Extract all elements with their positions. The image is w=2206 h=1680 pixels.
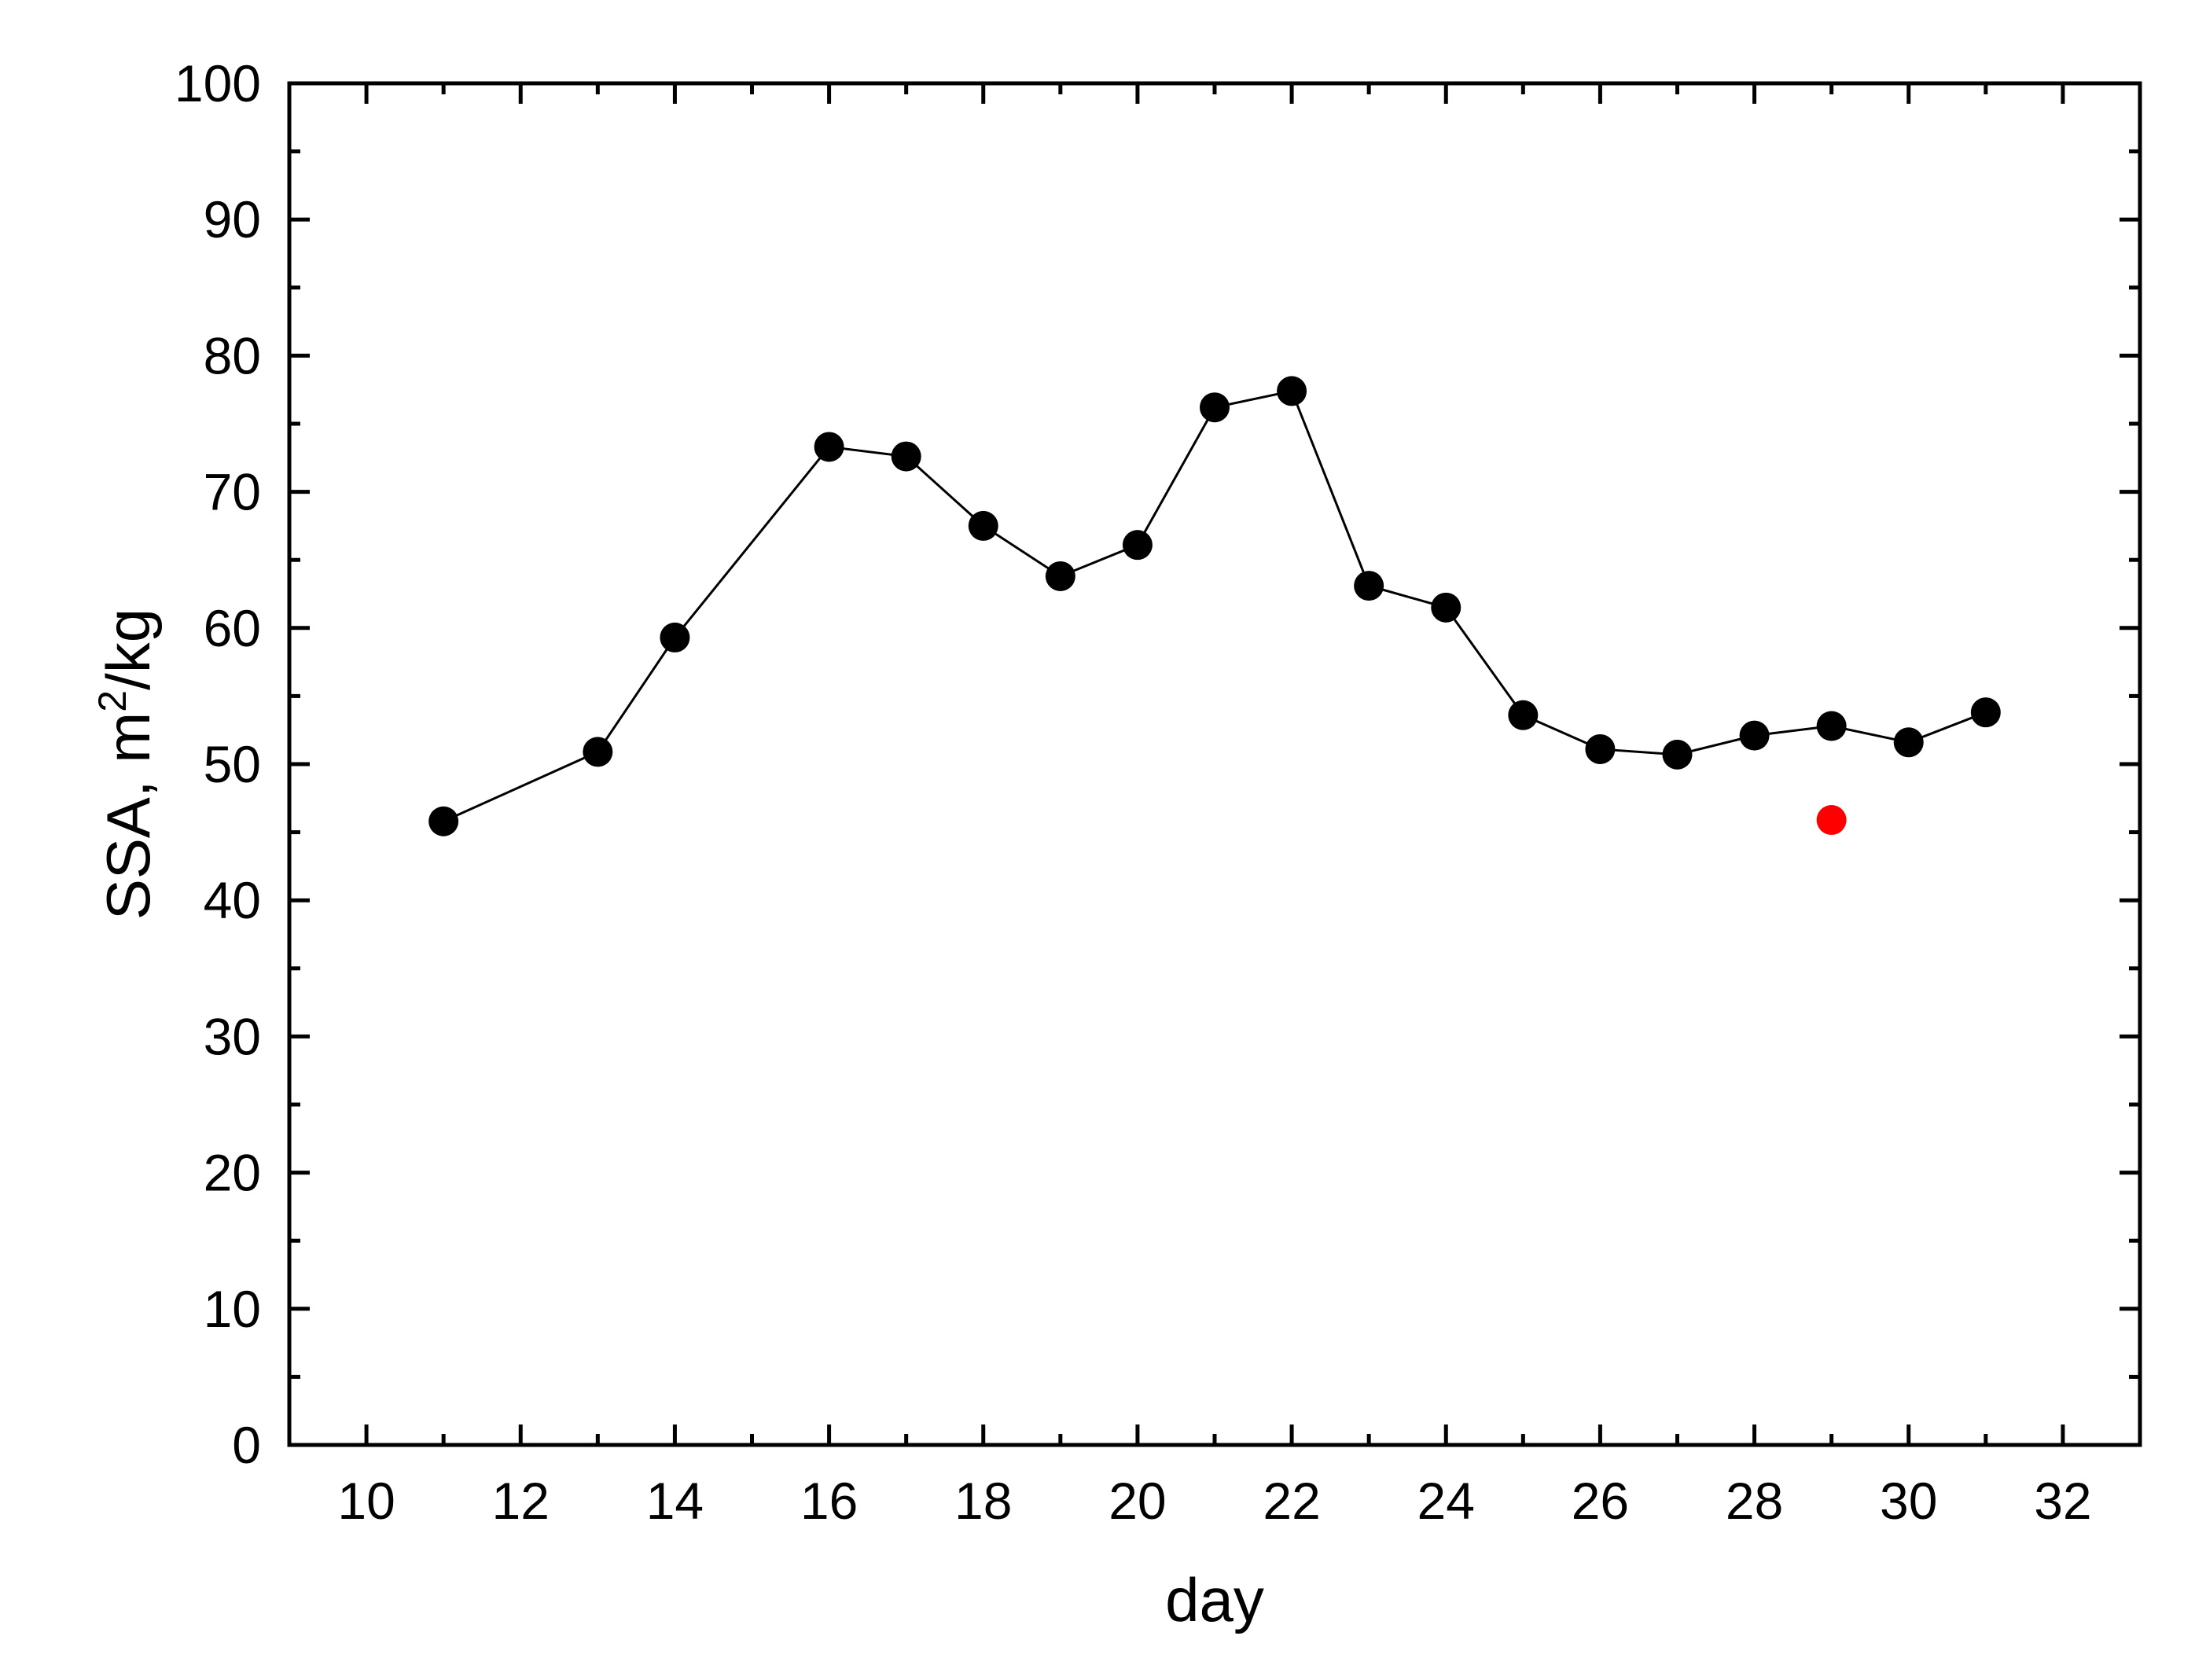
data-point <box>1739 720 1770 751</box>
x-tick-label: 24 <box>1417 1472 1475 1530</box>
x-tick-label: 12 <box>492 1472 550 1530</box>
x-tick-label: 20 <box>1109 1472 1166 1530</box>
axis-tick-labels: 10 12 14 16 18 20 22 24 26 28 30 32 0 10 20 30 40 50 60 70 8… <box>175 54 2092 1530</box>
y-tick-label: 100 <box>175 54 261 112</box>
data-point <box>1354 571 1384 601</box>
data-point <box>1893 727 1924 758</box>
y-tick-label: 80 <box>204 326 261 384</box>
axis-ticks <box>287 81 2142 1447</box>
x-tick-label: 14 <box>646 1472 704 1530</box>
data-point <box>1662 739 1693 770</box>
data-point <box>1816 805 1847 836</box>
data-point <box>583 737 613 767</box>
series-line <box>443 389 1987 823</box>
x-axis-title: day <box>1165 1565 1264 1634</box>
data-series <box>428 376 2001 836</box>
y-tick-label: 10 <box>204 1280 261 1338</box>
data-point <box>1816 711 1847 741</box>
y-axis-title-superscript: 2 <box>90 690 134 712</box>
data-point <box>428 806 459 836</box>
data-point <box>1508 700 1539 730</box>
data-point <box>814 432 844 462</box>
x-tick-label: 32 <box>2034 1472 2091 1530</box>
x-tick-label: 28 <box>1726 1472 1783 1530</box>
x-tick-label: 30 <box>1880 1472 1937 1530</box>
x-tick-label: 10 <box>337 1472 395 1530</box>
x-tick-label: 22 <box>1263 1472 1320 1530</box>
data-point <box>1122 530 1153 561</box>
plot-frame <box>287 81 2142 1447</box>
y-axis-title: SSA, m2/kg <box>90 608 163 920</box>
y-tick-label: 30 <box>204 1007 261 1065</box>
y-tick-label: 60 <box>204 599 261 657</box>
data-point <box>968 510 998 541</box>
data-point <box>1200 392 1230 423</box>
y-axis-title-unit: /kg <box>94 608 163 690</box>
data-series <box>1816 805 1847 836</box>
y-axis-title-main: SSA, m <box>94 712 163 920</box>
x-tick-label: 26 <box>1572 1472 1629 1530</box>
data-point <box>1585 733 1616 764</box>
data-point <box>891 441 921 472</box>
y-tick-label: 40 <box>204 871 261 929</box>
y-tick-label: 0 <box>232 1416 261 1474</box>
x-tick-label: 16 <box>800 1472 858 1530</box>
x-tick-label: 18 <box>954 1472 1012 1530</box>
data-point <box>1431 592 1461 623</box>
data-point <box>660 622 690 653</box>
data-point <box>1277 376 1307 406</box>
y-tick-label: 20 <box>204 1144 261 1202</box>
data-point <box>1970 697 2001 728</box>
data-point <box>1045 561 1075 591</box>
y-tick-label: 90 <box>204 190 261 248</box>
y-tick-label: 50 <box>204 735 261 793</box>
y-tick-label: 70 <box>204 463 261 521</box>
series-layer <box>428 376 2001 836</box>
